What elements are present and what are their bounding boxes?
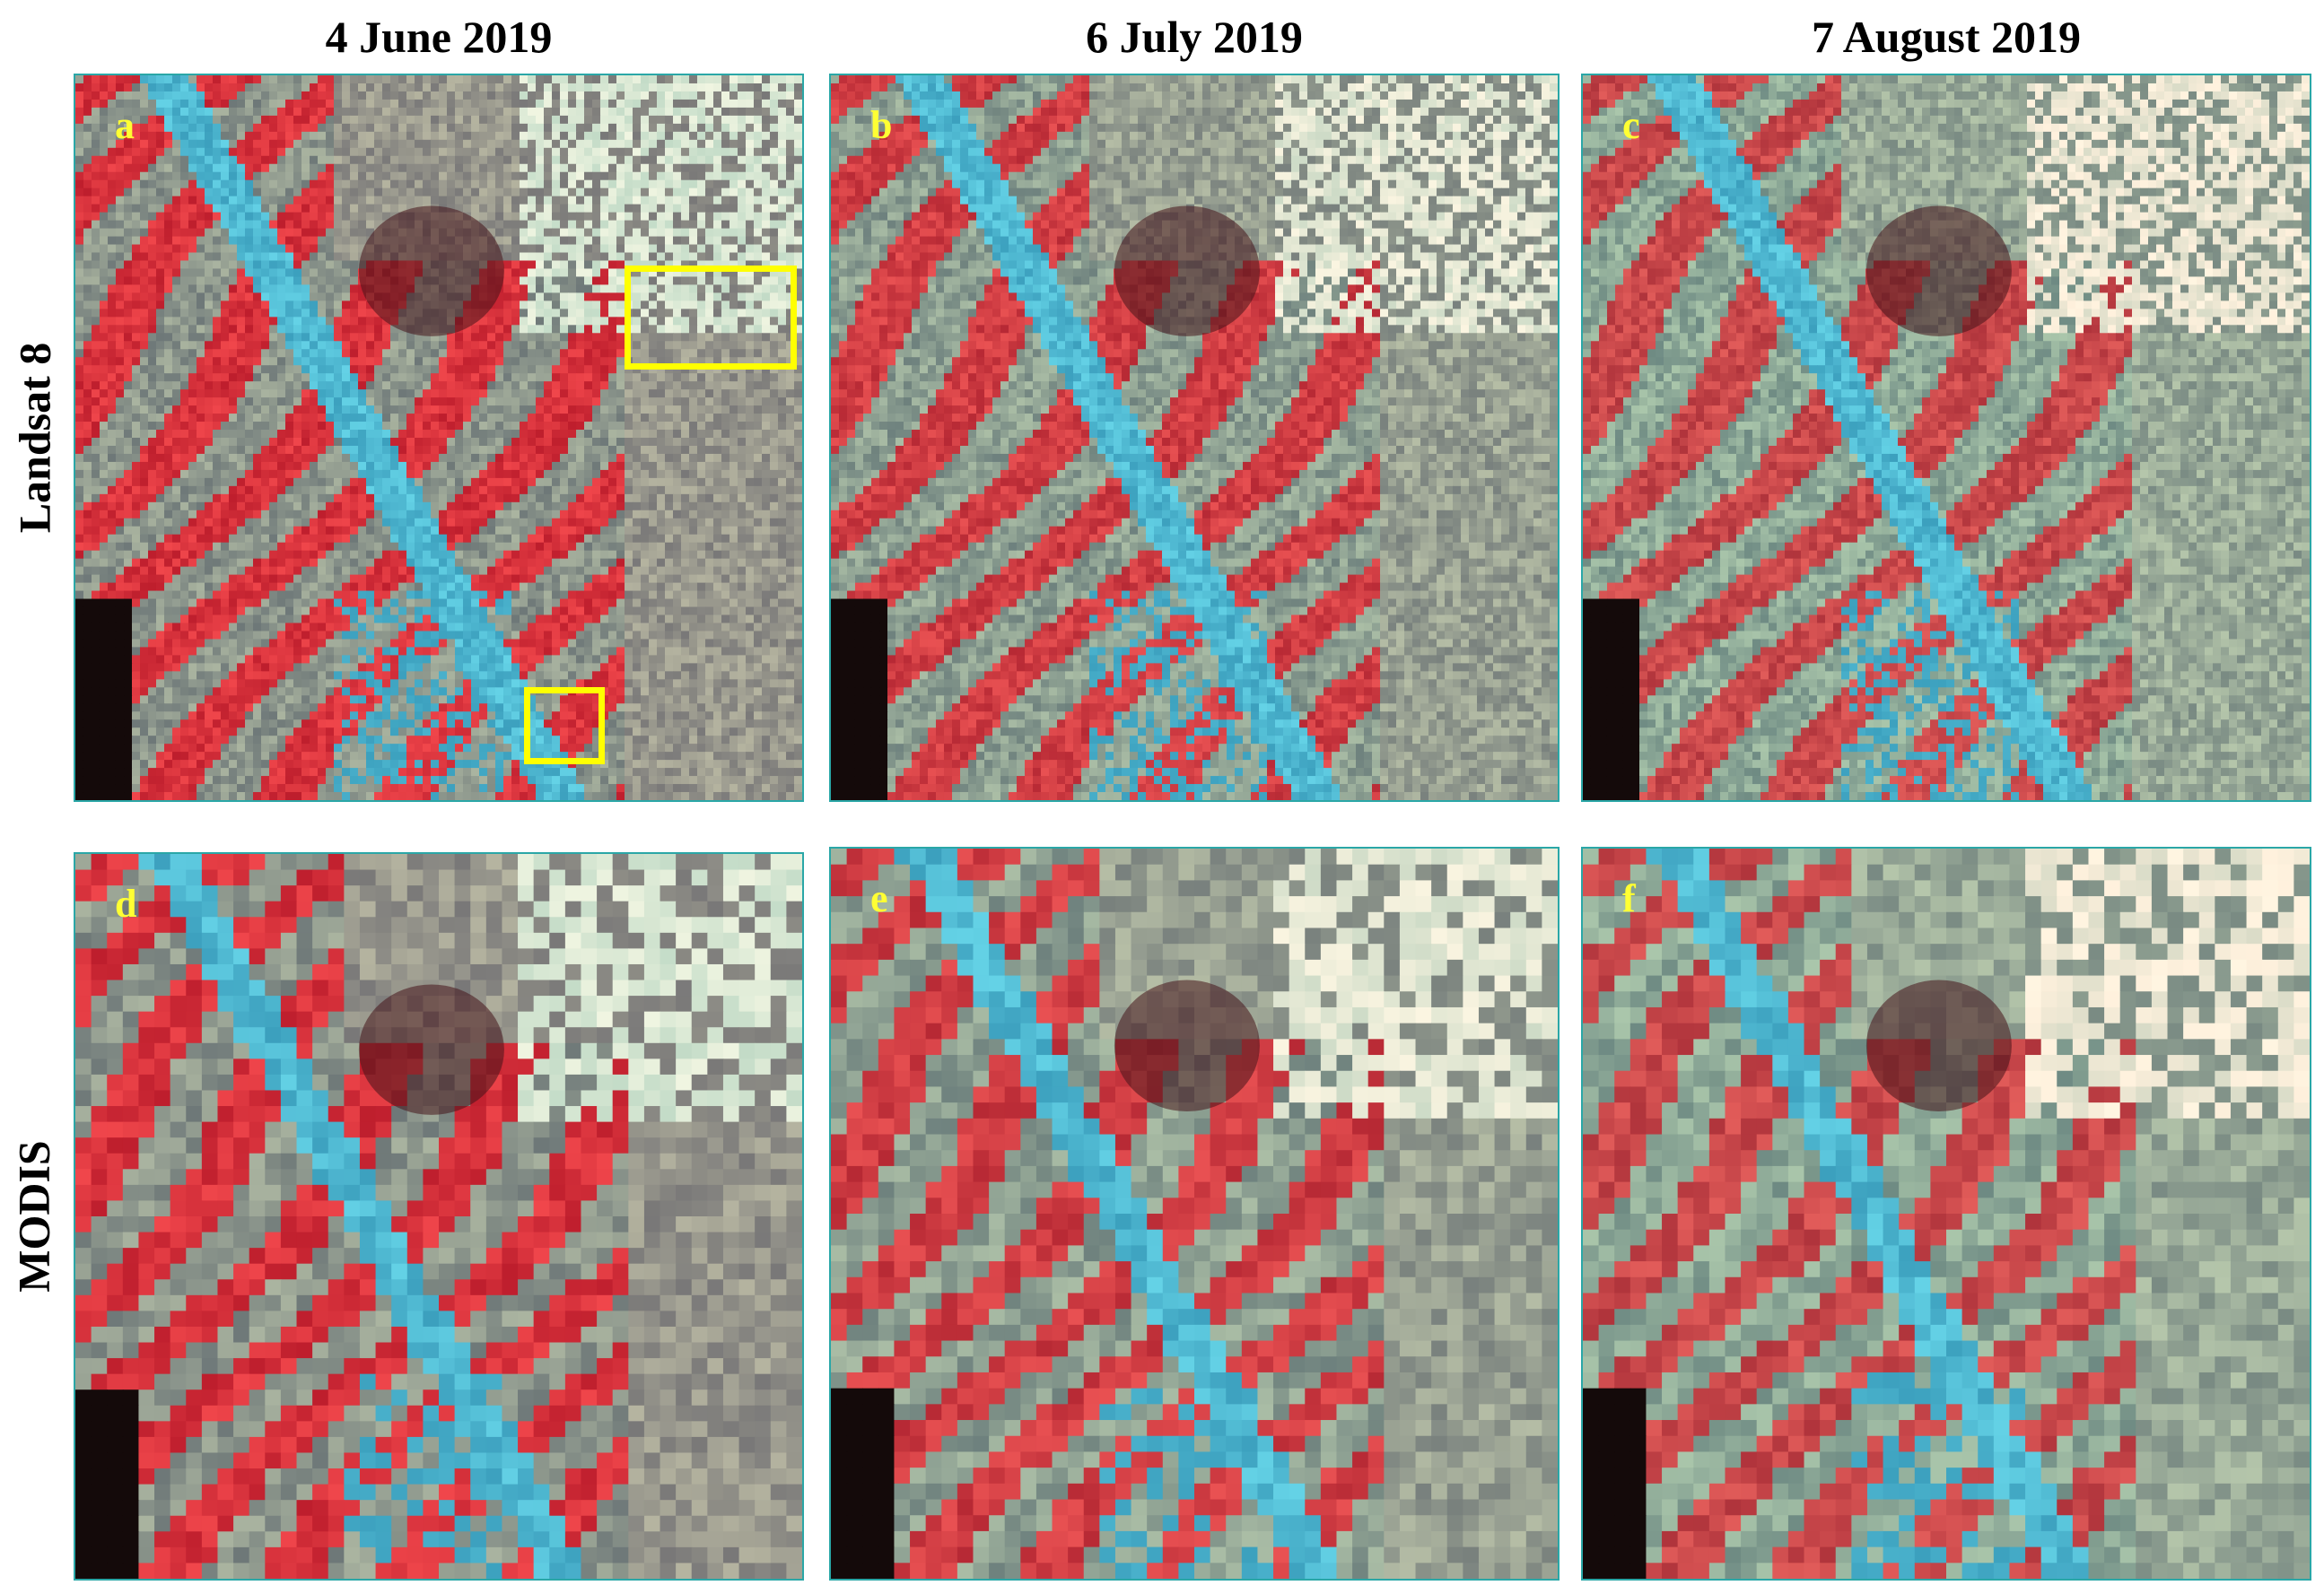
column-header-3: 7 August 2019 [1581, 5, 2311, 68]
satellite-panel-c: c [1581, 74, 2311, 802]
satellite-image-b [831, 75, 1558, 800]
panel-letter-c: c [1622, 102, 1640, 148]
panel-letter-b: b [870, 102, 892, 148]
satellite-panel-e: e [829, 847, 1560, 1581]
highlight-box-large [625, 266, 797, 370]
row-header-landsat: Landsat 8 [0, 74, 68, 802]
panel-letter-f: f [1622, 875, 1636, 921]
satellite-image-d [75, 854, 802, 1579]
satellite-panel-d: d [74, 852, 804, 1581]
satellite-image-a [75, 75, 802, 800]
column-header-1: 4 June 2019 [74, 5, 804, 68]
column-header-2: 6 July 2019 [829, 5, 1560, 68]
panel-letter-a: a [115, 102, 135, 148]
row-header-landsat-label: Landsat 8 [8, 343, 60, 534]
panel-letter-d: d [115, 881, 136, 927]
row-header-modis-label: MODIS [8, 1140, 60, 1292]
satellite-panel-f: f [1581, 847, 2311, 1581]
satellite-image-e [831, 849, 1558, 1579]
satellite-panel-b: b [829, 74, 1560, 802]
satellite-image-c [1583, 75, 2310, 800]
panel-letter-e: e [870, 875, 888, 921]
satellite-panel-a: a [74, 74, 804, 802]
satellite-image-f [1583, 849, 2310, 1579]
highlight-box-small [524, 687, 605, 764]
row-header-modis: MODIS [0, 852, 68, 1581]
